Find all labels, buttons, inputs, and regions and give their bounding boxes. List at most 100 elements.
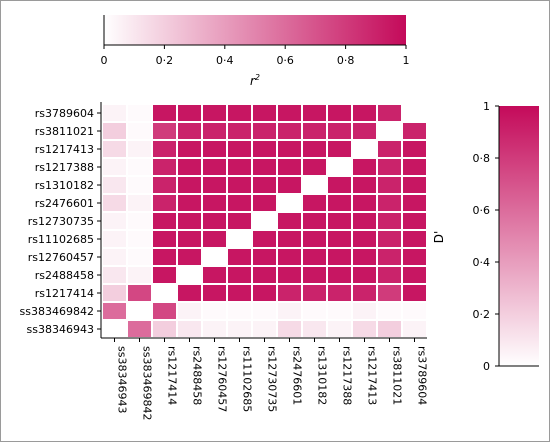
- heatmap-cell: [128, 141, 151, 157]
- heatmap-cell: [303, 213, 326, 229]
- column-label: rs1310182: [316, 346, 329, 405]
- heatmap-cell: [228, 195, 251, 211]
- heatmap-cell: [153, 123, 176, 139]
- heatmap-cell: [403, 303, 426, 319]
- heatmap-cell: [403, 285, 426, 301]
- heatmap-cell: [403, 267, 426, 283]
- heatmap-cell: [278, 159, 301, 175]
- row-label: rs2488458: [35, 269, 94, 282]
- heatmap-cell: [128, 267, 151, 283]
- heatmap-cell: [128, 231, 151, 247]
- heatmap-cell: [178, 303, 201, 319]
- column-label: rs2476601: [291, 346, 304, 405]
- r2-tick-label: 0·2: [156, 54, 174, 67]
- row-label: rs3811021: [35, 125, 94, 138]
- heatmap-cell: [153, 177, 176, 193]
- heatmap-cell: [353, 285, 376, 301]
- heatmap-cell: [328, 321, 351, 337]
- heatmap-cell: [303, 249, 326, 265]
- heatmap-cell: [178, 249, 201, 265]
- heatmap-cell: [378, 303, 401, 319]
- heatmap-cell: [378, 249, 401, 265]
- heatmap-cell: [278, 249, 301, 265]
- heatmap-cell: [278, 213, 301, 229]
- column-label: rs11102685: [241, 346, 254, 412]
- heatmap-cell: [378, 159, 401, 175]
- heatmap-cell: [353, 231, 376, 247]
- heatmap-cell: [328, 123, 351, 139]
- heatmap-cell: [253, 285, 276, 301]
- d-prime-tick-label: 0·8: [473, 152, 491, 165]
- heatmap-cell: [203, 267, 226, 283]
- row-labels: rs3789604 rs3811021 rs1217413 rs1217388 rs13…: [20, 107, 101, 336]
- column-label: rs2488458: [191, 346, 204, 405]
- r2-tick-label: 0·8: [337, 54, 355, 67]
- heatmap-cell: [178, 321, 201, 337]
- heatmap-cell: [203, 195, 226, 211]
- heatmap-cell: [228, 285, 251, 301]
- heatmap-cell: [253, 267, 276, 283]
- heatmap-cell: [128, 105, 151, 121]
- column-label: rs1217413: [366, 346, 379, 405]
- row-label: rs1217414: [35, 287, 94, 300]
- d-prime-colorbar: 0 0·2 0·4 0·6 0·8 1 D': [432, 100, 539, 373]
- heatmap-cell: [153, 249, 176, 265]
- heatmap-cell: [403, 321, 426, 337]
- heatmap-cell: [178, 141, 201, 157]
- heatmap-cell: [403, 231, 426, 247]
- column-label: rs12760457: [216, 346, 229, 412]
- heatmap-cell: [353, 267, 376, 283]
- heatmap-cell: [303, 159, 326, 175]
- heatmap-cell: [103, 285, 126, 301]
- heatmap-cell: [128, 213, 151, 229]
- heatmap-cell: [103, 303, 126, 319]
- heatmap-cell: [103, 177, 126, 193]
- heatmap-cell: [303, 141, 326, 157]
- heatmap-cell: [328, 195, 351, 211]
- heatmap-cell: [303, 267, 326, 283]
- heatmap-cell: [253, 249, 276, 265]
- r2-tick-label: 0: [101, 54, 108, 67]
- heatmap-cell: [378, 177, 401, 193]
- heatmap-cell: [228, 141, 251, 157]
- heatmap-cell: [103, 231, 126, 247]
- column-label: rs3811021: [391, 346, 404, 405]
- heatmap-cell: [403, 249, 426, 265]
- heatmap-cell: [228, 213, 251, 229]
- heatmap-cell: [203, 321, 226, 337]
- row-label: rs1310182: [35, 179, 94, 192]
- heatmap-cell: [178, 213, 201, 229]
- column-label: rs3789604: [416, 346, 429, 405]
- heatmap-cell: [378, 321, 401, 337]
- row-label: rs12760457: [28, 251, 94, 264]
- heatmap-cell: [328, 267, 351, 283]
- r2-colorbar: 0 0·2 0·4 0·6 0·8 1 r2: [101, 15, 410, 88]
- column-label: rs1217388: [341, 346, 354, 405]
- heatmap-cell: [328, 177, 351, 193]
- heatmap-cell: [303, 123, 326, 139]
- heatmap-cell: [228, 249, 251, 265]
- row-label: rs11102685: [28, 233, 94, 246]
- heatmap-cell: [253, 123, 276, 139]
- heatmap-cell: [278, 105, 301, 121]
- heatmap-cell: [253, 177, 276, 193]
- heatmap-cell: [178, 159, 201, 175]
- r2-label-superscript: 2: [255, 73, 260, 82]
- heatmap-cell: [153, 159, 176, 175]
- heatmap-cell: [328, 285, 351, 301]
- heatmap-cell: [153, 213, 176, 229]
- heatmap-cell: [253, 141, 276, 157]
- heatmap-cell: [303, 285, 326, 301]
- heatmap-cell: [103, 141, 126, 157]
- heatmap-cell: [328, 303, 351, 319]
- row-label: rs1217413: [35, 143, 94, 156]
- heatmap-cell: [403, 213, 426, 229]
- heatmap-cell: [303, 321, 326, 337]
- heatmap-cell: [228, 267, 251, 283]
- r2-colorbar-gradient: [104, 15, 406, 45]
- heatmap-cell: [128, 285, 151, 301]
- heatmap-cell: [278, 231, 301, 247]
- heatmap-cell: [278, 267, 301, 283]
- heatmap-cell: [403, 195, 426, 211]
